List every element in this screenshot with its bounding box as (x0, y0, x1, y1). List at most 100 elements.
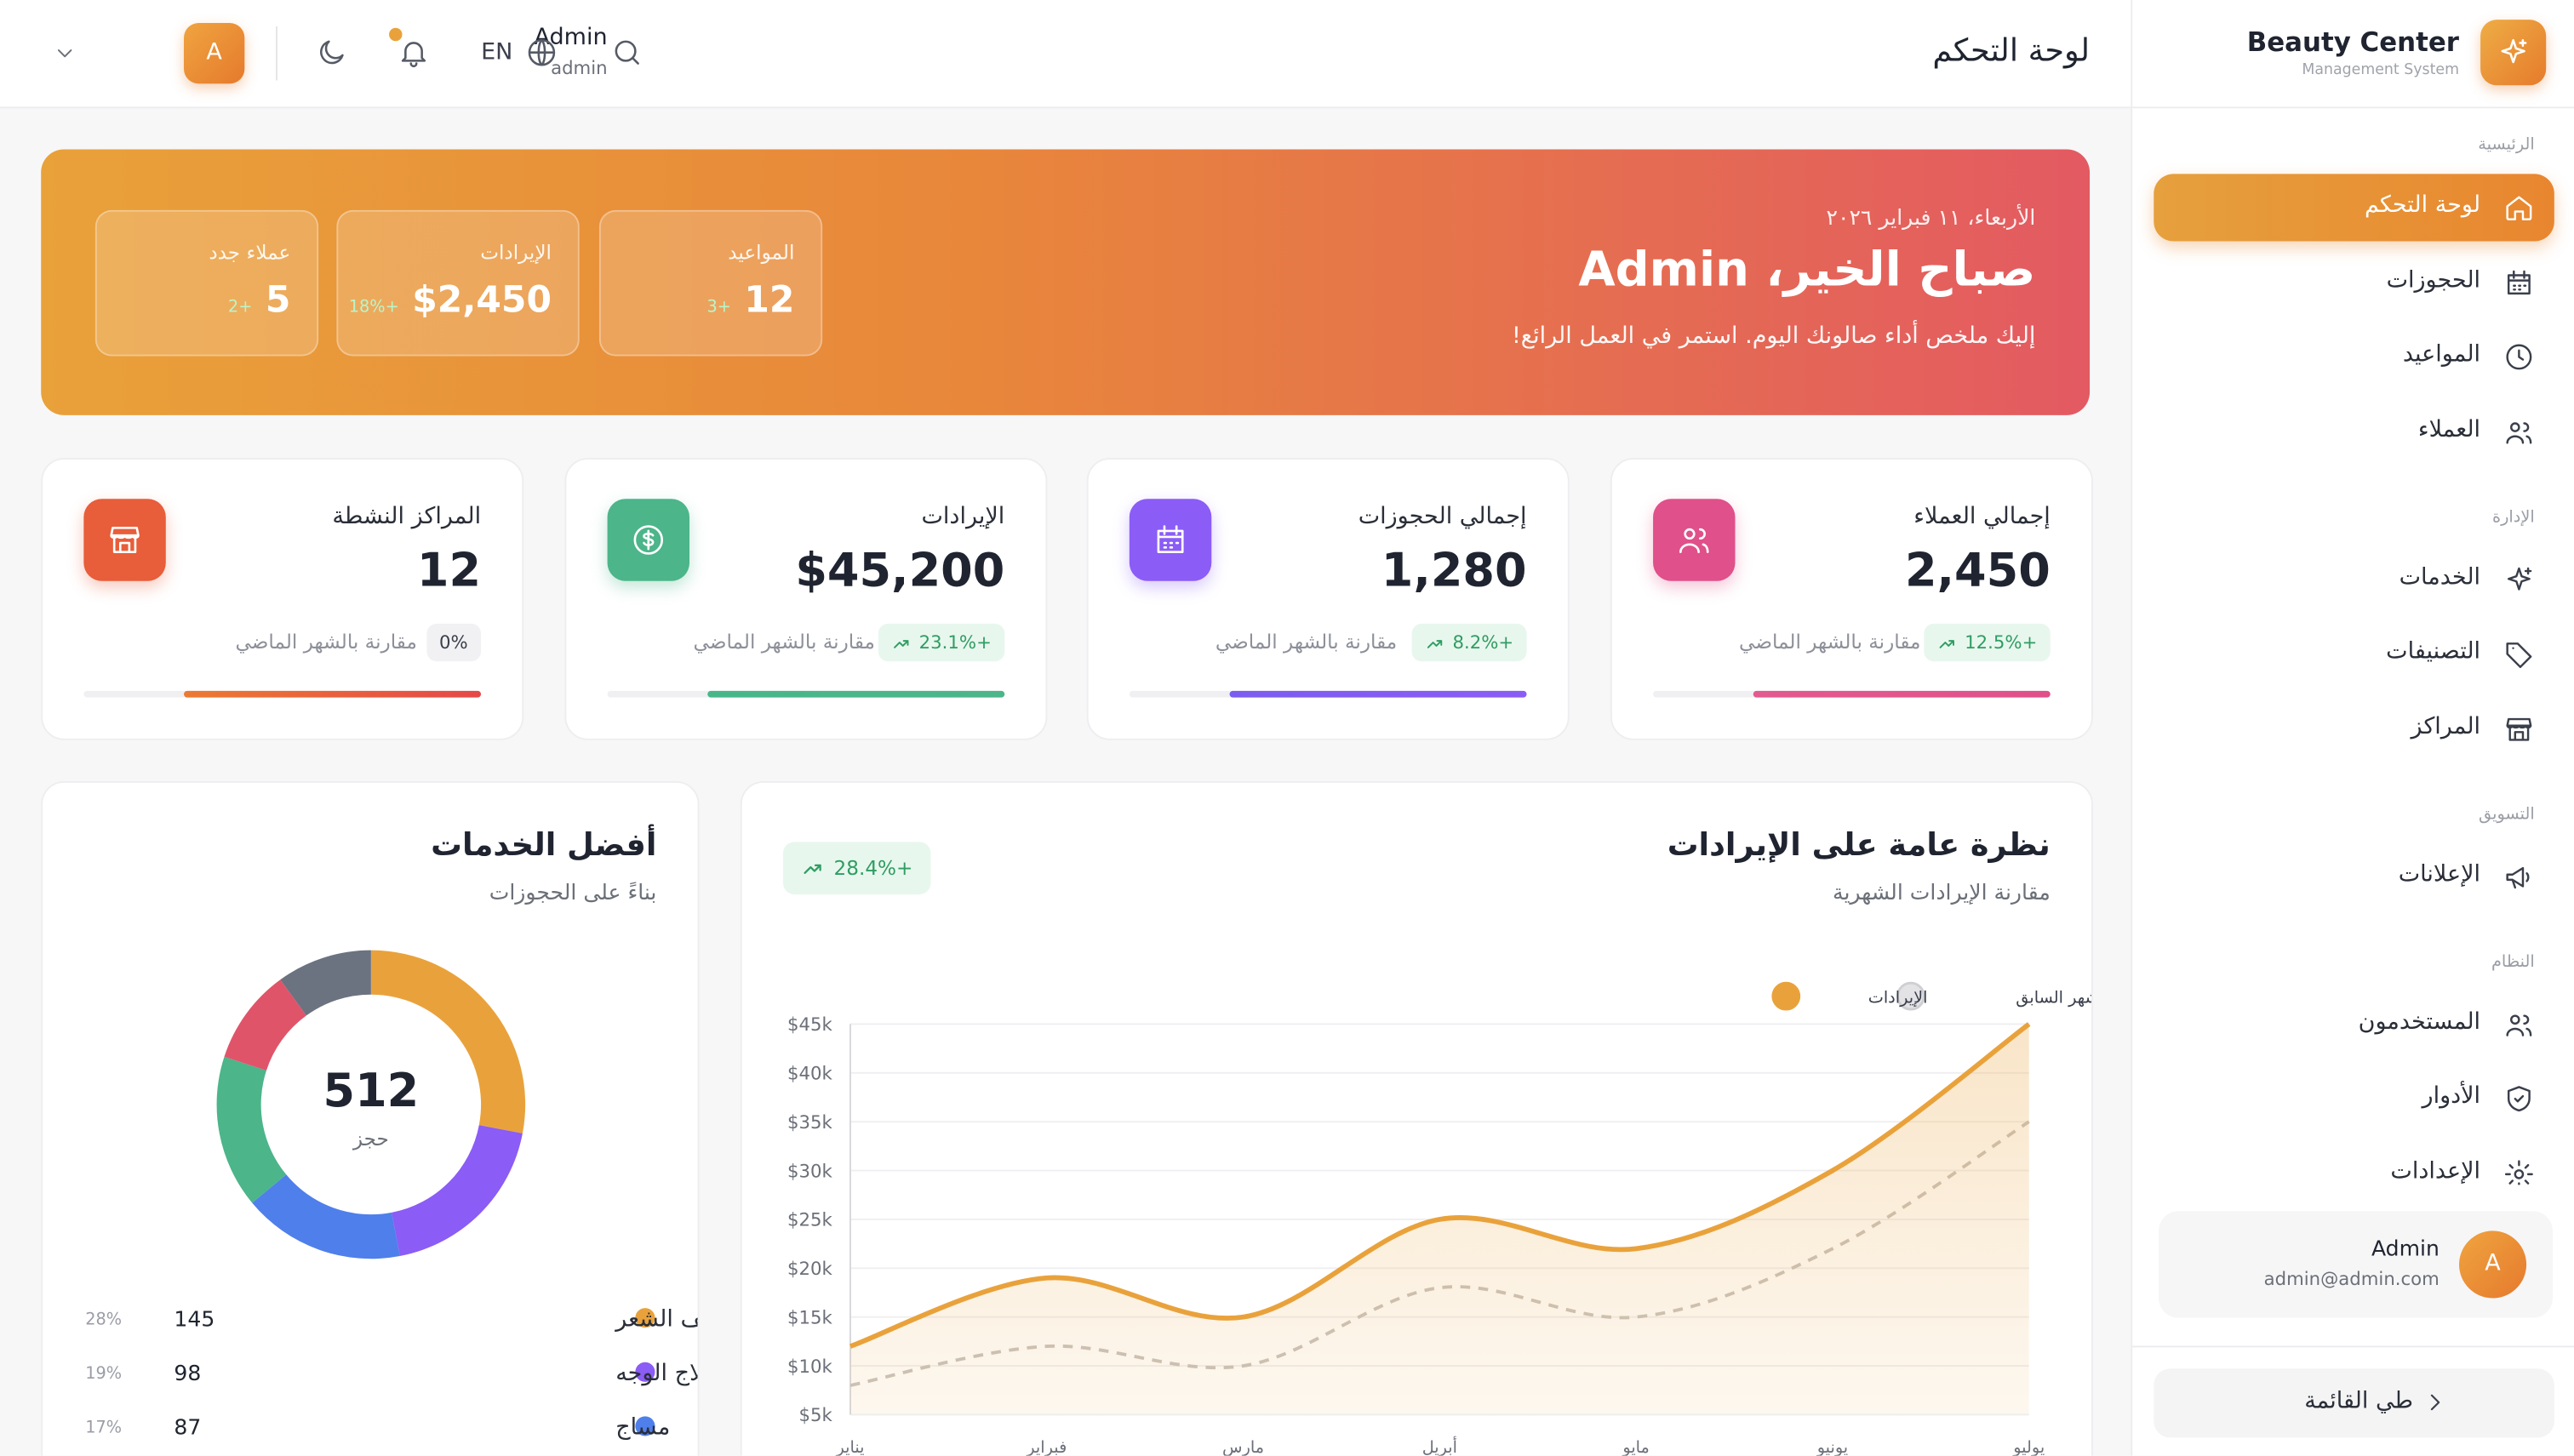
language-label[interactable]: EN (481, 39, 513, 66)
icon (804, 864, 821, 874)
legend-swatch (1771, 981, 1801, 1011)
legend-dot (635, 1308, 655, 1328)
nav-item[interactable]: المراكز (2154, 695, 2554, 762)
nav-item[interactable]: المستخدمون (2154, 991, 2554, 1058)
icon (2506, 196, 2532, 220)
service-name: علاج الوجه (615, 1360, 697, 1386)
y-tick-label: $10k (787, 1356, 832, 1378)
chart-subtitle: مقارنة الإيرادات الشهرية (1833, 881, 2051, 906)
theme-toggle[interactable] (315, 36, 348, 69)
icon (2506, 865, 2530, 888)
donut: 512 حجز تصفيف الشعر 145 28% علاج الوجه 98 19% مس… (85, 950, 698, 1441)
service-name: مساج (615, 1414, 670, 1441)
banner-date: الأربعاء، ١١ فبراير ٢٠٢٦ (1826, 206, 2036, 231)
banner-stat-value: $2,450 (412, 280, 552, 322)
nav-section-title: التسويق (2479, 804, 2535, 824)
y-tick-label: $45k (787, 1014, 832, 1036)
service-count: 145 (174, 1306, 214, 1331)
banner-stat-row: 5 +2 (228, 281, 290, 322)
stat-card: المراكز النشطة 12 0% مقارنة بالشهر الماضي (41, 458, 524, 740)
nav-item-label: الإعلانات (2398, 860, 2481, 888)
banner-stat: المواعيد 12 +3 (598, 209, 823, 357)
stat-label: المراكز النشطة (332, 504, 482, 530)
stat-value: 2,450 (1904, 543, 2051, 597)
service-percent: 28% (85, 1309, 122, 1328)
nav-item-label: المستخدمون (2358, 1008, 2481, 1035)
icon (2507, 269, 2531, 294)
stat-icon (1653, 499, 1736, 581)
banner-stat-change: +2 (227, 298, 253, 317)
donut-segment (252, 1174, 400, 1259)
icon (2506, 642, 2532, 669)
x-tick-label: يوليو (2012, 1437, 2045, 1456)
banner-stat-row: 12 +3 (706, 281, 794, 322)
banner-stat: الإيرادات $2,450 +18% (336, 209, 580, 357)
icon (1939, 639, 1954, 648)
nav-section-title: الرئيسية (2478, 136, 2535, 155)
legend-label: الإيرادات (1868, 987, 1928, 1007)
sidebar: Beauty Center Management System الرئيسية لو… (2131, 0, 2574, 1456)
nav-item-label: لوحة التحكم (2364, 191, 2481, 219)
stat-card: الإيرادات $45,200 +23.1% مقارنة بالشهر الما… (564, 458, 1048, 740)
icon (110, 527, 140, 553)
x-tick-label: مايو (1622, 1437, 1650, 1456)
stat-value: 12 (416, 543, 482, 597)
nav-item[interactable]: الأدوار (2154, 1065, 2554, 1133)
donut-segment (280, 950, 371, 1016)
nav-item[interactable]: الإعدادات (2154, 1139, 2554, 1185)
user-menu-toggle[interactable] (53, 41, 77, 66)
icon (2506, 421, 2532, 443)
stat-card: إجمالي الحجوزات 1,280 +8.2% مقارنة بالشهر ا… (1086, 458, 1570, 740)
sidebar-header-border (2132, 106, 2574, 109)
nav-item[interactable]: العملاء (2154, 398, 2554, 465)
nav-item[interactable]: الحجوزات (2154, 248, 2554, 316)
revenue-plot: $5k $10k $15k $20k $25k $30k $35k $40k $45k يناير… (787, 981, 2091, 1456)
stat-value: 1,280 (1381, 543, 1527, 597)
stat-label: إجمالي العملاء (1913, 504, 2051, 530)
change-value: +23.1% (918, 631, 992, 654)
icon (1427, 639, 1442, 648)
stat-icon (83, 499, 166, 581)
banner-stat-row: $2,450 +18% (349, 281, 552, 322)
y-tick-label: $40k (787, 1064, 832, 1085)
brand-subtitle: Management System (2302, 62, 2459, 79)
header-avatar[interactable]: A (183, 22, 245, 84)
progress-fill (707, 690, 1005, 698)
notifications[interactable] (398, 36, 431, 69)
service-percent: 19% (85, 1363, 122, 1383)
icon (2430, 1394, 2440, 1411)
nav-item[interactable]: التصنيفات (2154, 620, 2554, 688)
icon (2507, 566, 2532, 590)
legend-dot (635, 1416, 655, 1436)
x-tick-label: يناير (835, 1437, 864, 1456)
header-user-role: admin (551, 57, 608, 79)
notification-dot (389, 27, 403, 42)
collapse-button[interactable]: طي القائمة (2154, 1368, 2554, 1438)
progress-fill (1229, 690, 1527, 698)
nav-item[interactable]: لوحة التحكم (2154, 174, 2554, 242)
comparison-note: مقارنة بالشهر الماضي (1739, 630, 1921, 654)
icon (2506, 344, 2532, 370)
user-email: admin@admin.com (2263, 1268, 2440, 1290)
icon (1679, 528, 1709, 553)
nav-item[interactable]: الإعلانات (2154, 842, 2554, 910)
change-badge: +8.2% (1411, 623, 1527, 662)
growth-value: +28.4% (833, 856, 913, 880)
x-tick-label: يونيو (1816, 1437, 1848, 1456)
search[interactable] (610, 36, 644, 69)
banner-stat-label: عملاء جدد (209, 241, 291, 265)
stat-icon (1129, 499, 1212, 581)
nav-item[interactable]: المواعيد (2154, 323, 2554, 391)
nav-item-label: العملاء (2417, 415, 2481, 443)
top-services-card: أفضل الخدمات بناءً على الحجوزات 512 حجز تصفي… (41, 780, 700, 1456)
nav-item-label: الإعدادات (2390, 1157, 2481, 1185)
nav-section-title: النظام (2491, 952, 2535, 971)
page-title: لوحة التحكم (1932, 32, 2091, 69)
nav-item[interactable]: الخدمات (2154, 545, 2554, 613)
banner-stat-value: 12 (744, 280, 795, 322)
collapse-label: طي القائمة (2304, 1388, 2413, 1415)
legend-swatch (1896, 981, 1925, 1011)
y-tick-label: $35k (787, 1112, 832, 1133)
stat-value: $45,200 (795, 543, 1005, 597)
user-name: Admin (2371, 1237, 2440, 1263)
